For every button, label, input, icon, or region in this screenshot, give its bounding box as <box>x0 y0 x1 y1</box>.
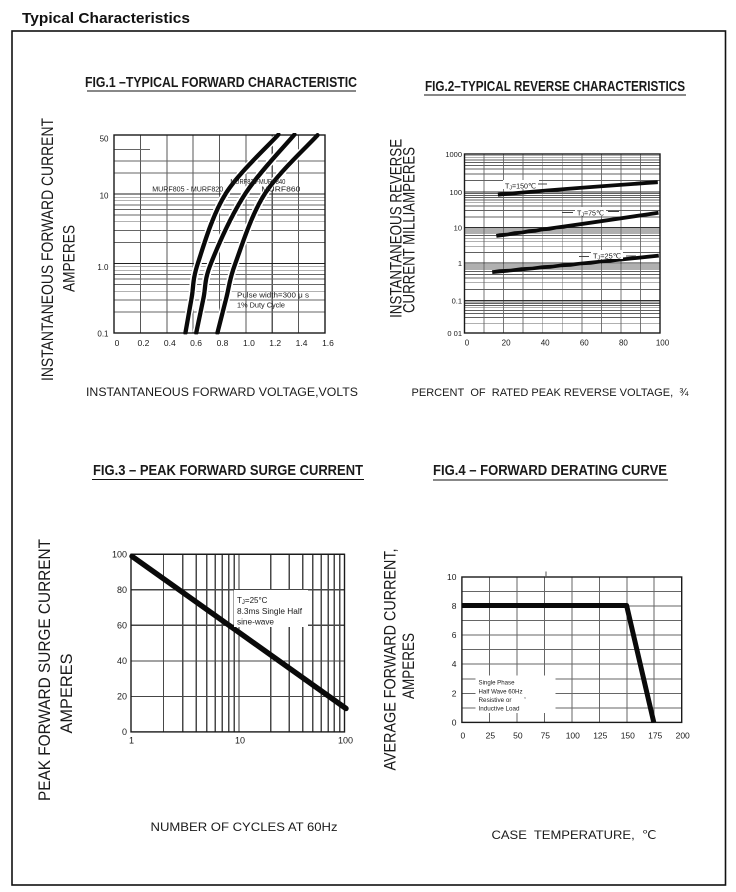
svg-text:1000: 1000 <box>445 150 462 159</box>
svg-text:1.4: 1.4 <box>296 338 308 348</box>
svg-text:0.6: 0.6 <box>190 338 202 348</box>
svg-text:INSTANTANEOUS REVERSE: INSTANTANEOUS REVERSE <box>387 139 406 318</box>
svg-text:TJ=150℃: TJ=150℃ <box>505 182 537 192</box>
svg-text:TJ=25℃: TJ=25℃ <box>593 252 622 262</box>
svg-text:Pulse width=300 μ s: Pulse width=300 μ s <box>237 291 309 300</box>
svg-text:10: 10 <box>454 224 462 233</box>
svg-text:0: 0 <box>122 727 127 737</box>
svg-text:PERCENT OF RATED PEAK REVERS: PERCENT OF RATED PEAK REVERSE VOLTAGE, ¾ <box>412 387 690 399</box>
svg-text:50: 50 <box>513 731 523 741</box>
svg-text:100: 100 <box>338 736 353 746</box>
svg-text:80: 80 <box>619 339 628 348</box>
svg-text:75: 75 <box>541 731 551 741</box>
svg-text:MURF805 - MURF820: MURF805 - MURF820 <box>152 185 223 194</box>
svg-text:6: 6 <box>452 630 457 640</box>
svg-text:100: 100 <box>566 731 580 741</box>
svg-text:PEAK FORWARD SURGE CURRENT: PEAK FORWARD SURGE CURRENT <box>35 539 54 801</box>
svg-text:60: 60 <box>580 339 589 348</box>
svg-text:200: 200 <box>676 731 690 741</box>
svg-text:0: 0 <box>465 339 470 348</box>
svg-text:175: 175 <box>648 731 662 741</box>
svg-text:AMPERES: AMPERES <box>399 633 418 699</box>
svg-text:Resistive or: Resistive or <box>479 697 513 704</box>
svg-text:0.1: 0.1 <box>97 329 109 338</box>
svg-text:100: 100 <box>449 188 462 197</box>
svg-text:TJ=25°C: TJ=25°C <box>237 596 268 606</box>
svg-text:125: 125 <box>593 731 607 741</box>
svg-text:FIG.2–TYPICAL REVERSE CHARACTE: FIG.2–TYPICAL REVERSE CHARACTERISTICS <box>425 78 685 95</box>
svg-text:0.1: 0.1 <box>452 297 462 306</box>
svg-text:10: 10 <box>235 736 245 746</box>
svg-text:1.0: 1.0 <box>97 263 109 272</box>
svg-text:150: 150 <box>621 731 635 741</box>
svg-text:20: 20 <box>502 339 511 348</box>
svg-text:FIG.1 –TYPICAL FORWARD CHARACT: FIG.1 –TYPICAL FORWARD CHARACTERISTIC <box>85 74 357 91</box>
svg-text:1% Duty Cycle: 1% Duty Cycle <box>237 301 285 310</box>
svg-text:Single Phase: Single Phase <box>479 680 515 687</box>
svg-text:0: 0 <box>115 338 120 348</box>
svg-text:Inductive Load: Inductive Load <box>479 706 520 713</box>
svg-text:INSTANTANEOUS FORWARD CURRENT: INSTANTANEOUS FORWARD CURRENT <box>38 118 57 381</box>
svg-text:Typical Characteristics: Typical Characteristics <box>22 10 190 27</box>
svg-text:AMPERES: AMPERES <box>57 654 76 734</box>
svg-text:80: 80 <box>117 585 127 595</box>
svg-text:MURF860: MURF860 <box>261 185 300 194</box>
svg-text:40: 40 <box>117 656 127 666</box>
svg-text:4: 4 <box>452 659 457 669</box>
svg-text:100: 100 <box>656 339 670 348</box>
svg-text:40: 40 <box>541 339 550 348</box>
svg-text:FIG.4 – FORWARD DERATING CURVE: FIG.4 – FORWARD DERATING CURVE <box>433 462 667 479</box>
svg-text:2: 2 <box>452 688 457 698</box>
svg-text:1.0: 1.0 <box>243 338 255 348</box>
svg-text:50: 50 <box>100 135 109 144</box>
svg-text:FIG.3 – PEAK FORWARD SURGE CUR: FIG.3 – PEAK FORWARD SURGE CURRENT <box>93 462 363 479</box>
svg-text:1.6: 1.6 <box>322 338 334 348</box>
svg-text:0.4: 0.4 <box>164 338 176 348</box>
svg-text:25: 25 <box>486 731 496 741</box>
svg-text:Half Wave 60Hz: Half Wave 60Hz <box>479 689 523 696</box>
svg-text:0.8: 0.8 <box>217 338 229 348</box>
svg-text:1: 1 <box>458 259 462 268</box>
svg-text:sine-wave: sine-wave <box>237 618 275 627</box>
svg-text:1.2: 1.2 <box>269 338 281 348</box>
svg-text:NUMBER OF CYCLES AT 60Hz: NUMBER OF CYCLES AT 60Hz <box>151 820 338 834</box>
svg-text:CASE TEMPERATURE, ℃: CASE TEMPERATURE, ℃ <box>492 828 657 842</box>
svg-text:0 01: 0 01 <box>447 329 462 338</box>
svg-text:TJ=75℃: TJ=75℃ <box>577 208 605 218</box>
svg-text:0: 0 <box>452 717 457 727</box>
svg-text:20: 20 <box>117 691 127 701</box>
svg-text:100: 100 <box>112 549 127 559</box>
svg-text:0.2: 0.2 <box>137 338 149 348</box>
svg-text:AMPERES: AMPERES <box>60 225 79 292</box>
svg-text:,: , <box>524 693 526 700</box>
svg-text:CURRENT MILLIAMPERES: CURRENT MILLIAMPERES <box>400 147 419 313</box>
svg-text:INSTANTANEOUS FORWARD VOLTAGE,: INSTANTANEOUS FORWARD VOLTAGE,VOLTS <box>86 385 358 399</box>
svg-text:0: 0 <box>461 731 466 741</box>
svg-text:60: 60 <box>117 620 127 630</box>
svg-text:AVERAGE FORWARD CURRENT,: AVERAGE FORWARD CURRENT, <box>381 549 400 771</box>
svg-text:MURF830-MURF840: MURF830-MURF840 <box>230 177 285 186</box>
svg-text:8: 8 <box>452 601 457 611</box>
svg-text:8.3ms Single Half: 8.3ms Single Half <box>237 607 303 616</box>
svg-text:10: 10 <box>447 572 457 582</box>
svg-text:1: 1 <box>129 736 134 746</box>
svg-text:10: 10 <box>100 192 109 201</box>
